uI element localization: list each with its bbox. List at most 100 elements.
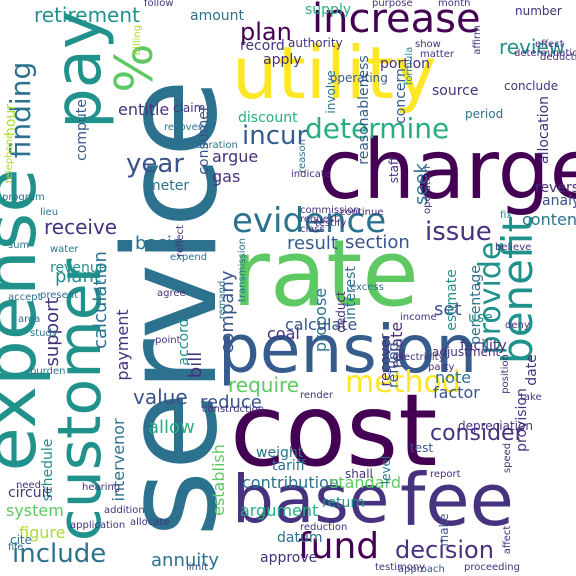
cloud-word: provision (514, 388, 530, 452)
cloud-word: analysis (542, 193, 576, 209)
cloud-word: proceeding (464, 562, 520, 573)
cloud-word: argue (212, 147, 258, 166)
cloud-word: calculate (285, 315, 357, 334)
cloud-word: note (435, 368, 471, 387)
cloud-word: recover (378, 333, 394, 386)
cloud-word: deduct (334, 291, 348, 333)
cloud-word: deduction (540, 52, 576, 63)
cloud-word: meter (147, 178, 189, 194)
cloud-word: finding (4, 62, 37, 158)
cloud-word: pay (42, 11, 116, 129)
cloud-word: need (16, 480, 41, 491)
cloud-word: operating (330, 71, 388, 85)
cloud-word: facility (460, 338, 507, 354)
cloud-word: establish (209, 444, 228, 516)
cloud-word: believe (495, 242, 531, 253)
cloud-word: addition (104, 505, 145, 516)
cloud-word: supply (305, 2, 351, 18)
cloud-word: continue (340, 207, 383, 218)
cloud-word: take (520, 392, 542, 403)
cloud-word: fix (500, 210, 512, 221)
cloud-word: water (50, 244, 79, 255)
cloud-word: consideration (170, 140, 238, 151)
cloud-word: sum (8, 240, 29, 251)
cloud-word: payment (113, 309, 132, 380)
cloud-word: number (515, 4, 562, 18)
cloud-word: agree (157, 288, 186, 299)
cloud-word: reason (297, 139, 308, 173)
cloud-word: contend (522, 210, 576, 229)
cloud-word: record (240, 38, 285, 54)
cloud-word: indicate (291, 169, 331, 180)
cloud-word: return (322, 495, 365, 511)
cloud-word: recovery (164, 122, 208, 133)
cloud-word: depreciation (458, 419, 533, 433)
cloud-word: authority (288, 36, 343, 50)
cloud-word: system (6, 501, 64, 520)
cloud-word: source (432, 83, 479, 99)
cloud-word: decision (395, 536, 494, 564)
cloud-word: use (468, 310, 493, 326)
cloud-word: evidence (232, 201, 386, 241)
cloud-word: excess (350, 282, 384, 293)
cloud-word: retirement (34, 3, 140, 27)
cloud-word: customer (45, 258, 115, 541)
cloud-word: amount (190, 8, 245, 24)
cloud-word: affirm (472, 25, 483, 54)
cloud-word: reduction (300, 522, 347, 533)
cloud-word: require (228, 373, 299, 397)
cloud-word: date (524, 354, 540, 386)
cloud-word: cite (10, 533, 32, 547)
cloud-word: effect (535, 39, 564, 50)
cloud-word: area (18, 314, 40, 325)
cloud-word: testify (315, 218, 346, 229)
cloud-word: limit (186, 562, 208, 573)
cloud-word: consumer (196, 105, 212, 175)
cloud-word: point (155, 335, 181, 346)
cloud-word: speed (502, 443, 513, 473)
cloud-word: commission (300, 205, 360, 216)
cloud-word: datum (277, 530, 322, 546)
cloud-word: contribution (242, 473, 339, 492)
cloud-word: calculation (90, 251, 111, 349)
cloud-word: electricity (395, 352, 445, 363)
cloud-word: refund (386, 342, 402, 388)
cloud-word: determine (305, 112, 449, 145)
cloud-word: coal (267, 324, 300, 343)
cloud-word: program (2, 192, 45, 203)
cloud-word: value (133, 385, 188, 409)
cloud-word: issue (425, 217, 492, 247)
cloud-word: tariff (272, 458, 306, 474)
cloud-word: accord (176, 319, 192, 366)
cloud-word: set (434, 299, 462, 320)
cloud-word: company (217, 270, 238, 353)
cloud-word: discount (238, 110, 298, 126)
cloud-word: percentage (468, 265, 484, 345)
cloud-word: hearing (82, 482, 120, 493)
cloud-word: bill (185, 352, 206, 378)
cloud-word: charge (318, 123, 576, 218)
cloud-word: expense (0, 168, 52, 471)
cloud-word: rate (232, 220, 419, 327)
cloud-word: test (410, 441, 433, 455)
cloud-word: pension (218, 311, 477, 388)
cloud-word: fund (298, 526, 379, 567)
cloud-word: receive (44, 215, 117, 239)
cloud-word: party (428, 362, 455, 373)
cloud-word: fee (400, 458, 514, 542)
cloud-word: circuit (8, 485, 51, 501)
cloud-word: entitle (118, 100, 169, 119)
cloud-word: propose (311, 288, 330, 352)
cloud-word: service (97, 79, 246, 538)
cloud-word: plant (55, 266, 101, 287)
cloud-word: involve (324, 70, 338, 113)
cloud-word: plan (240, 18, 292, 46)
cloud-word: reduce (200, 392, 262, 413)
cloud-word: revenue (50, 260, 107, 276)
cloud-word: benefit (493, 216, 542, 364)
cloud-word: show (415, 39, 441, 50)
cloud-word: adjustment (432, 345, 501, 359)
cloud-word: incur (242, 121, 307, 151)
cloud-word: billing (132, 25, 143, 55)
cloud-word: transmission (237, 238, 248, 302)
